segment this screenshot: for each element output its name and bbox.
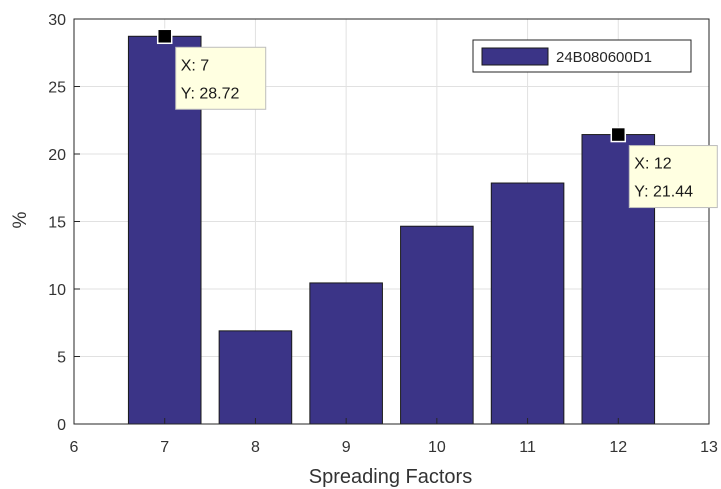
- datatip-box: [628, 145, 718, 209]
- axes: [73, 18, 710, 425]
- datatip-x-text: X: 12: [634, 156, 671, 173]
- x-tick-label: 13: [700, 439, 718, 456]
- y-tick-label: 20: [48, 147, 66, 164]
- tick-labels: 6 7 8 9 10 11 12 13 0 5 10 15 20 25 30: [48, 12, 718, 456]
- legend-label: 24B080600D1: [556, 49, 652, 66]
- datatip-box: [175, 46, 267, 110]
- datatip-marker: [610, 126, 627, 143]
- datatips: X: 7 Y: 28.72 X: 12 Y: 21.44: [156, 28, 718, 209]
- x-tick-label: 11: [519, 439, 536, 456]
- x-tick-label: 10: [428, 439, 446, 456]
- x-tick-label: 6: [70, 439, 79, 456]
- y-tick-label: 15: [48, 215, 66, 232]
- y-tick-label: 10: [48, 282, 66, 299]
- x-tick-label: 8: [251, 439, 260, 456]
- x-tick-label: 12: [609, 439, 627, 456]
- legend-swatch: [481, 47, 549, 66]
- y-tick-label: 30: [48, 12, 66, 29]
- bar-11: [490, 182, 565, 425]
- bar-10: [400, 225, 474, 425]
- x-tick-label: 7: [160, 439, 169, 456]
- legend: 24B080600D1: [472, 39, 692, 73]
- datatip-y-text: Y: 28.72: [181, 85, 240, 102]
- y-tick-label: 25: [48, 80, 66, 97]
- datatip-y-text: Y: 21.44: [634, 184, 693, 201]
- y-tick-label: 0: [57, 417, 66, 434]
- y-axis-label: %: [10, 211, 31, 228]
- x-tick-label: 9: [342, 439, 351, 456]
- x-axis-label: Spreading Factors: [309, 466, 472, 488]
- axes-box: [73, 18, 710, 425]
- datatip-x-text: X: 7: [181, 57, 210, 74]
- y-tick-label: 5: [57, 350, 66, 367]
- bar-9: [309, 282, 383, 425]
- bar-8: [218, 330, 293, 425]
- datatip-marker: [156, 28, 173, 45]
